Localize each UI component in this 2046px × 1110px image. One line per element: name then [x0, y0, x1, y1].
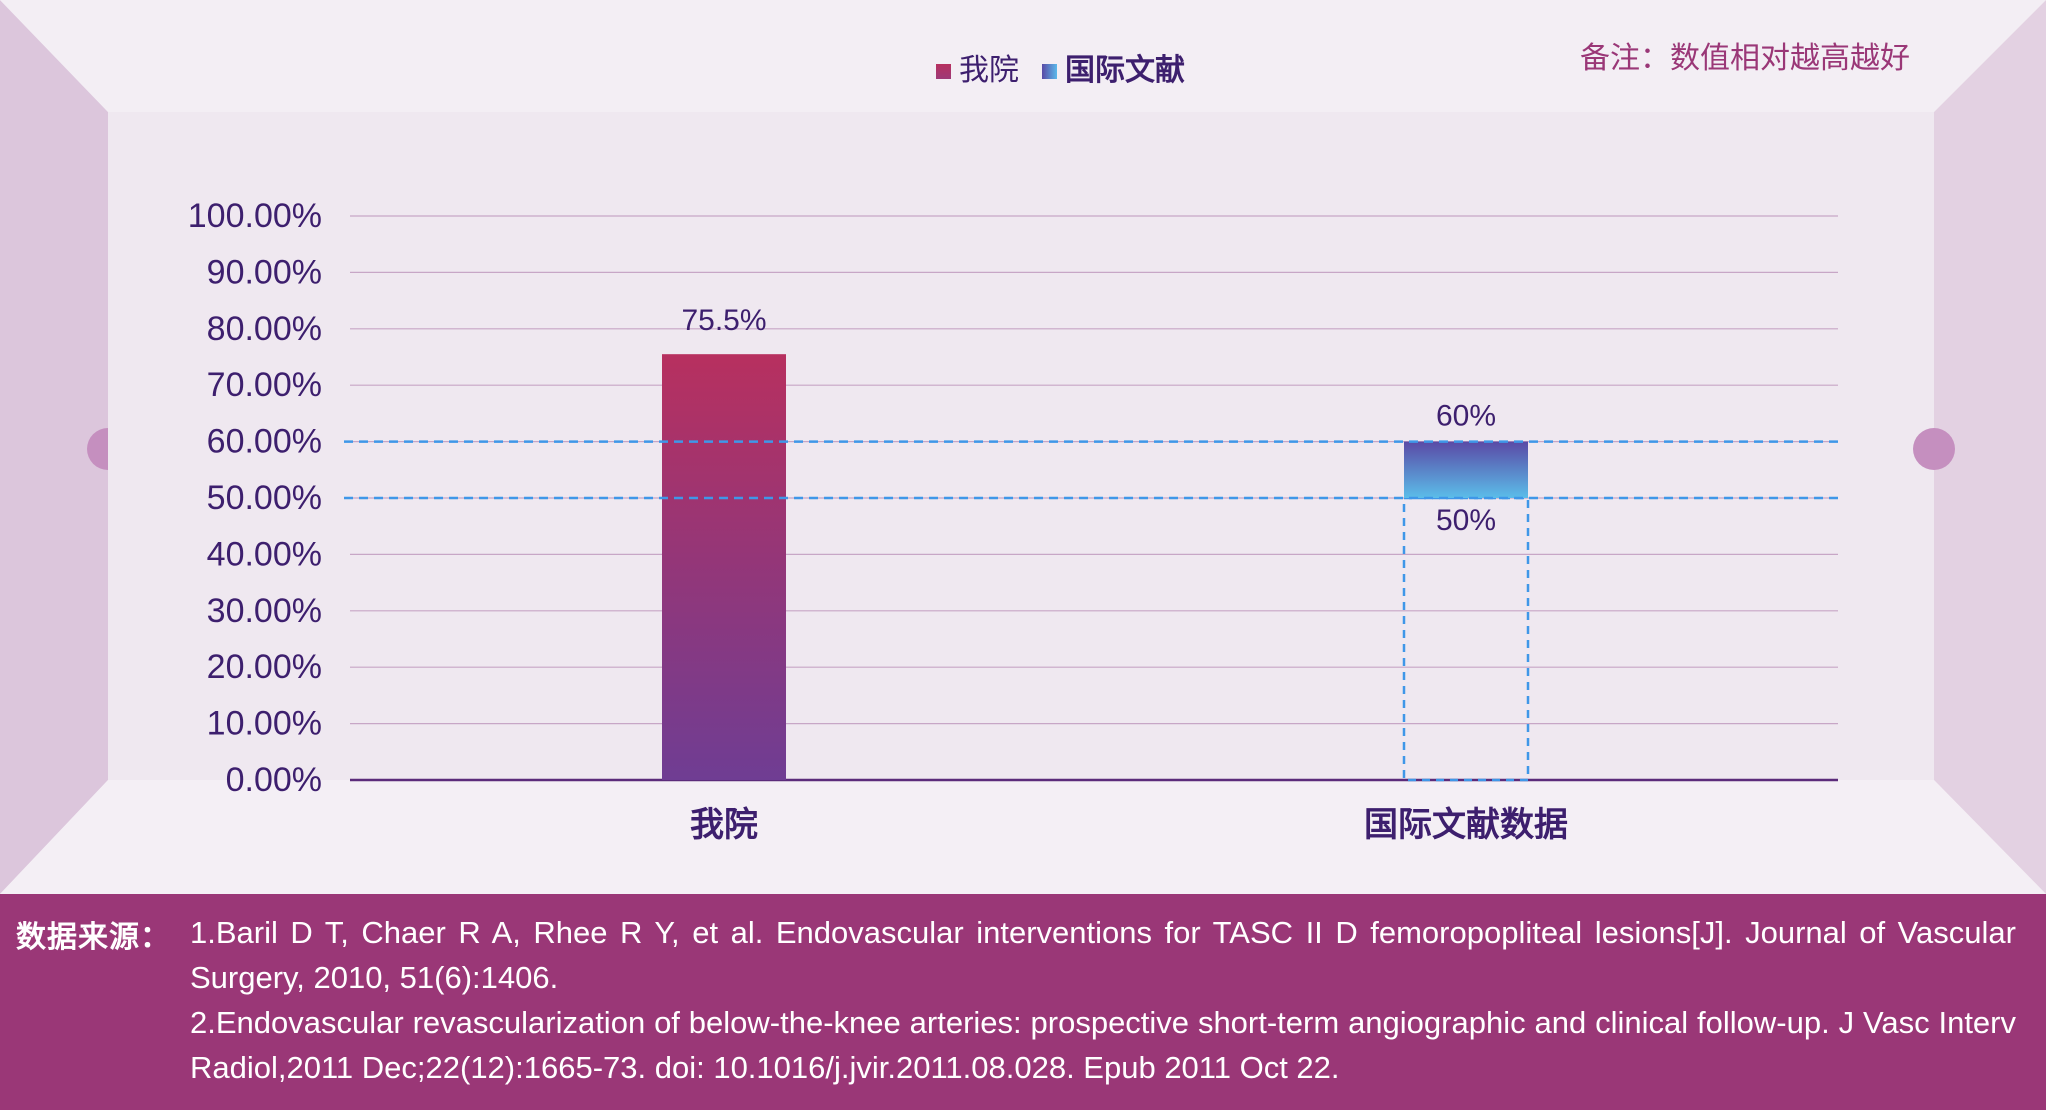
frame-decoration [0, 0, 2046, 894]
legend-swatch [1042, 64, 1057, 79]
note-text: 备注：数值相对越高越好 [1580, 42, 1910, 75]
data-label: 75.5% [681, 304, 766, 337]
y-tick-label: 90.00% [207, 253, 322, 291]
y-tick-label: 100.00% [188, 197, 322, 235]
x-category-label: 我院 [690, 805, 758, 844]
chart-stage: 0.00% 10.00% 20.00% 30.00% 40.00% 50.00% 60.00… [0, 0, 2046, 894]
legend-swatch [936, 64, 951, 79]
y-tick-label: 80.00% [207, 310, 322, 348]
source-item: 2.Endovascular revascularization of belo… [190, 1005, 2016, 1085]
y-tick-label: 60.00% [207, 423, 322, 461]
data-label-high: 60% [1436, 400, 1496, 433]
source-item: 1.Baril D T, Chaer R A, Rhee R Y, et al.… [190, 915, 2016, 995]
y-tick-label: 0.00% [226, 761, 322, 799]
y-tick-label: 30.00% [207, 592, 322, 630]
data-label-low: 50% [1436, 504, 1496, 537]
data-labels: 75.5% 60% 50% [681, 304, 1496, 537]
y-axis-ticks: 0.00% 10.00% 20.00% 30.00% 40.00% 50.00% 60.00… [188, 197, 322, 799]
sources-list: 1.Baril D T, Chaer R A, Rhee R Y, et al.… [190, 910, 2016, 1090]
x-axis-categories: 我院 国际文献数据 [690, 805, 1568, 844]
legend-label: 国际文献 [1065, 53, 1185, 87]
bar-international [1404, 441, 1528, 498]
reference-lines [344, 440, 1838, 500]
chart-svg: 0.00% 10.00% 20.00% 30.00% 40.00% 50.00% 60.00… [0, 0, 2046, 894]
y-tick-label: 70.00% [207, 366, 322, 404]
y-tick-label: 10.00% [207, 705, 322, 743]
y-tick-label: 20.00% [207, 648, 322, 686]
legend-label: 我院 [959, 54, 1019, 87]
y-tick-label: 50.00% [207, 479, 322, 517]
sources-panel: 数据来源： 1.Baril D T, Chaer R A, Rhee R Y, … [0, 894, 2046, 1110]
bars [662, 354, 1530, 782]
bar-hospital [662, 354, 786, 780]
x-category-label: 国际文献数据 [1364, 806, 1568, 844]
sources-label: 数据来源： [16, 921, 171, 954]
legend: 我院 国际文献 [936, 53, 1185, 87]
y-tick-label: 40.00% [207, 535, 322, 573]
